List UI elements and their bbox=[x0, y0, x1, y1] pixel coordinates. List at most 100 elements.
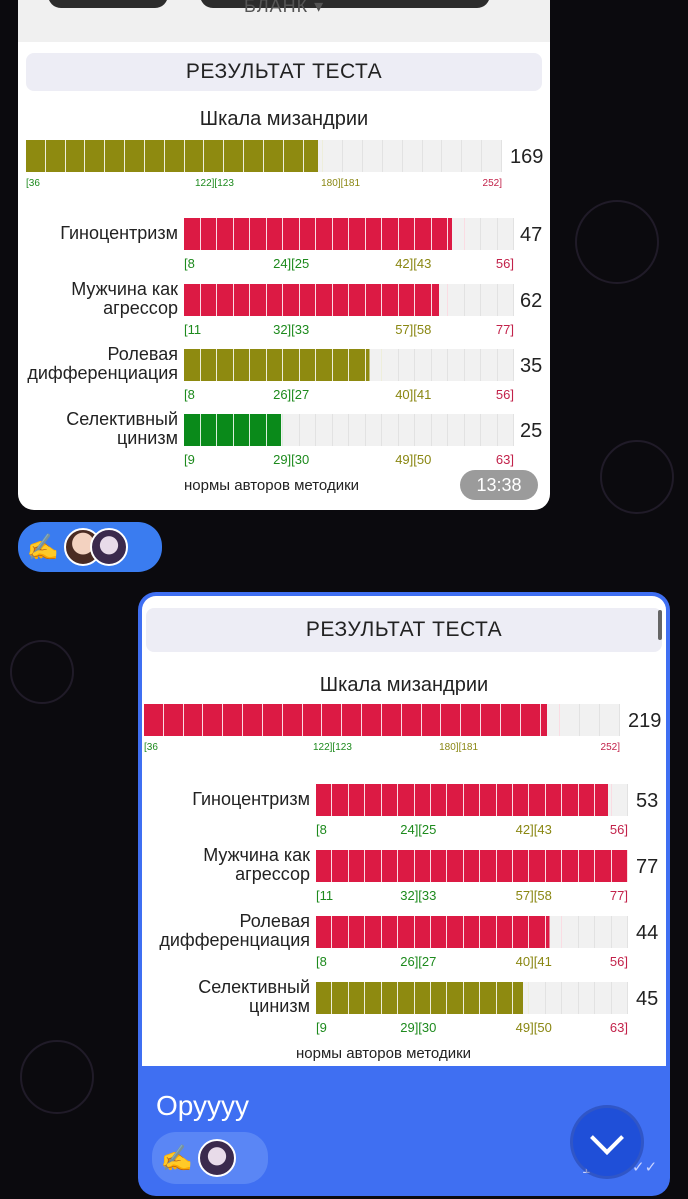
bar-cell bbox=[529, 850, 546, 882]
bar-cell bbox=[243, 704, 263, 736]
bar-cell bbox=[447, 784, 464, 816]
bar-cell bbox=[200, 284, 217, 316]
bar-cell bbox=[45, 140, 66, 172]
bar-cell bbox=[513, 784, 530, 816]
bar-cell bbox=[399, 414, 415, 446]
bar-cell bbox=[316, 916, 333, 948]
bar-cell bbox=[184, 349, 201, 381]
norm-tick-label: 77] bbox=[495, 322, 514, 337]
reactions-bar[interactable]: ✍ bbox=[152, 1132, 268, 1184]
bar-cell bbox=[463, 916, 481, 948]
bar-cell bbox=[365, 784, 382, 816]
bar-cell bbox=[447, 916, 464, 948]
bar-cell bbox=[244, 140, 264, 172]
bar-cell bbox=[498, 414, 514, 446]
bar-cell bbox=[496, 982, 514, 1014]
message-bubble-1[interactable]: БЛАНК ▾ РЕЗУЛЬТАТ ТЕСТА Шкала мизандрии … bbox=[18, 0, 550, 510]
scale-label: Гиноцентризм bbox=[60, 223, 178, 243]
norm-tick-label: 26][27 bbox=[400, 954, 437, 969]
bar-cell bbox=[415, 414, 432, 446]
bar-cell bbox=[263, 140, 284, 172]
bar-cell bbox=[348, 784, 366, 816]
bar-cell bbox=[560, 704, 581, 736]
reactions-bar[interactable]: ✍ bbox=[18, 522, 162, 572]
bar-cell bbox=[343, 140, 364, 172]
bar-cell bbox=[529, 916, 546, 948]
score-bar bbox=[316, 916, 629, 948]
norm-tick-label: [8 bbox=[184, 256, 195, 271]
bar-cell bbox=[200, 218, 217, 250]
bar-cell bbox=[217, 218, 234, 250]
bar-cell bbox=[498, 349, 514, 381]
bar-cell bbox=[316, 349, 333, 381]
score-value: 169 bbox=[510, 146, 544, 168]
message-bubble-2[interactable]: РЕЗУЛЬТАТ ТЕСТА Шкала мизандрии 219 [36 12… bbox=[138, 592, 670, 1196]
norm-ticks: [36 122][123 180][181 252] bbox=[26, 178, 502, 194]
bar-cell bbox=[381, 784, 399, 816]
norm-tick-label: 77] bbox=[609, 888, 628, 903]
bar-cell bbox=[430, 916, 448, 948]
bar-cell bbox=[480, 982, 497, 1014]
score-value: 35 bbox=[520, 355, 543, 377]
bar-cell bbox=[105, 140, 126, 172]
bar-cell bbox=[562, 916, 579, 948]
bar-cell bbox=[463, 850, 481, 882]
bar-cell bbox=[299, 218, 316, 250]
top-cut-header: БЛАНК ▾ bbox=[18, 0, 550, 42]
background-doodle bbox=[575, 200, 659, 284]
bar-cell bbox=[430, 850, 448, 882]
bar-cell bbox=[496, 784, 514, 816]
background-doodle bbox=[20, 1040, 94, 1114]
bar-cell bbox=[442, 140, 463, 172]
norm-tick-label: [11 bbox=[316, 888, 334, 903]
bar-cell bbox=[545, 784, 563, 816]
cut-button-left bbox=[48, 0, 168, 8]
bar-cell bbox=[348, 916, 366, 948]
bar-cell bbox=[200, 414, 217, 446]
bar-cell bbox=[447, 850, 464, 882]
bar-cell bbox=[403, 140, 423, 172]
bar-cell bbox=[233, 218, 250, 250]
bar-cell bbox=[266, 284, 283, 316]
bar-cell bbox=[233, 284, 250, 316]
bar-cell bbox=[414, 850, 431, 882]
bar-cell bbox=[398, 218, 415, 250]
bar-cell bbox=[480, 784, 497, 816]
norm-tick-label: 56] bbox=[609, 822, 628, 837]
bar-cell bbox=[612, 784, 629, 816]
hand-emoji-icon: ✍ bbox=[26, 531, 60, 562]
bar-cell bbox=[480, 850, 497, 882]
bar-cell bbox=[262, 704, 283, 736]
scrollbar[interactable] bbox=[658, 610, 662, 640]
bar-cell bbox=[266, 349, 283, 381]
bar-cell bbox=[430, 784, 448, 816]
bar-cell bbox=[302, 704, 323, 736]
bar-cell bbox=[283, 218, 300, 250]
bar-cell bbox=[595, 784, 612, 816]
message-time: 13:38 bbox=[460, 470, 538, 500]
score-bar bbox=[144, 704, 620, 736]
bar-cell bbox=[513, 982, 530, 1014]
bar-cell bbox=[332, 850, 349, 882]
scroll-down-button[interactable] bbox=[573, 1108, 641, 1176]
hand-emoji-icon: ✍ bbox=[160, 1142, 194, 1173]
bar-cell bbox=[595, 916, 612, 948]
norm-tick-label: [8 bbox=[316, 822, 327, 837]
norm-tick-label: 122][123 bbox=[312, 742, 352, 753]
bar-cell bbox=[481, 284, 498, 316]
bar-cell bbox=[183, 704, 204, 736]
bar-cell bbox=[529, 982, 546, 1014]
bar-cell bbox=[463, 982, 481, 1014]
scale-title: Шкала мизандрии bbox=[199, 108, 369, 130]
bar-cell bbox=[562, 850, 579, 882]
bar-cell bbox=[579, 982, 596, 1014]
norm-ticks: [8 24][25 42][43 56] bbox=[184, 256, 514, 272]
norm-tick-label: 56] bbox=[495, 387, 514, 402]
bar-cell bbox=[398, 784, 415, 816]
norm-tick-label: 32][33 bbox=[400, 888, 437, 903]
bar-cell bbox=[250, 349, 267, 381]
norm-ticks: [8 26][27 40][41 56] bbox=[184, 387, 514, 403]
norm-tick-label: 180][181 bbox=[439, 742, 479, 753]
bar-cell bbox=[496, 850, 514, 882]
norm-tick-label: 42][43 bbox=[515, 822, 552, 837]
